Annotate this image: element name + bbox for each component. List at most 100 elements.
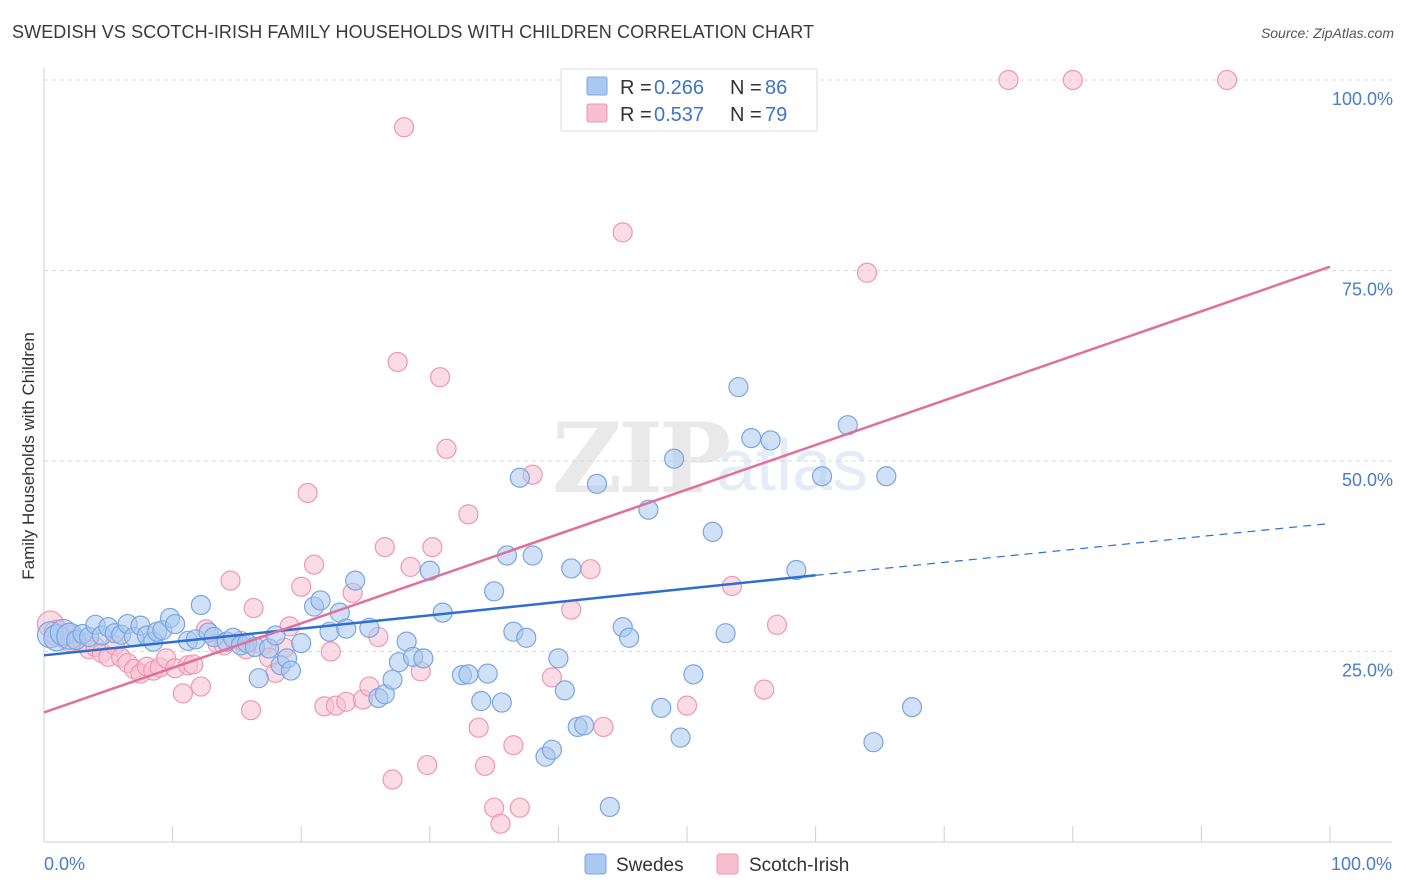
bottom-legend-scotch-irish: Scotch-Irish xyxy=(749,855,849,876)
swedes-point-36 xyxy=(280,660,302,681)
swedes-point-67 xyxy=(548,648,569,669)
swedes-point-85 xyxy=(760,430,781,451)
scotch-irish-point-65 xyxy=(561,599,582,620)
swedes-point-58 xyxy=(484,581,505,602)
scotch-irish-point-60 xyxy=(490,813,511,834)
scotch-irish-point-57 xyxy=(468,717,489,738)
scotch-irish-point-58 xyxy=(474,755,496,776)
y-tick-labels: 25.0% 50.0% 75.0% 100.0% xyxy=(1332,89,1393,681)
scotch-irish-point-75 xyxy=(1062,69,1083,91)
scotch-irish-point-48 xyxy=(387,351,408,373)
watermark-atlas: atlas xyxy=(716,426,868,506)
swedes-point-57 xyxy=(477,663,498,684)
swedes-point-51 xyxy=(413,648,434,669)
legend-top: R = 0.266 N = 86 R = 0.537 N = 79 xyxy=(560,68,818,132)
swedes-point-39 xyxy=(310,590,331,611)
legend-scotch-n-label: N = xyxy=(730,104,762,126)
scotch-irish-point-50 xyxy=(400,556,421,578)
swedes-point-77 xyxy=(651,697,672,718)
swedes-point-78 xyxy=(664,448,685,469)
scotch-irish-point-28 xyxy=(240,700,262,721)
swedes-point-84 xyxy=(741,428,762,449)
legend-swedes-n-label: N = xyxy=(730,77,762,99)
swedes-point-56 xyxy=(471,690,492,712)
series-swedes-points xyxy=(36,376,923,818)
trend-line-scotch-irish xyxy=(43,265,1331,714)
swedes-point-66 xyxy=(541,739,563,760)
swedes-point-52 xyxy=(419,560,440,581)
swedes-point-75 xyxy=(619,627,640,648)
source-note: Source: ZipAtlas.com xyxy=(1260,25,1394,41)
scotch-irish-point-74 xyxy=(998,69,1019,91)
scotch-irish-point-37 xyxy=(303,554,325,575)
bottom-legend-swatch-swedes xyxy=(584,853,607,875)
scotch-irish-point-68 xyxy=(612,222,633,243)
scotch-irish-point-52 xyxy=(417,754,438,776)
swedes-point-42 xyxy=(336,618,357,639)
swedes-point-71 xyxy=(574,715,595,736)
swedes-point-62 xyxy=(509,467,530,488)
scotch-irish-point-29 xyxy=(243,597,264,619)
legend-scotch-r-value: 0.537 xyxy=(654,104,704,126)
swedes-point-37 xyxy=(291,633,312,654)
swedes-point-91 xyxy=(901,697,923,718)
bottom-legend-swedes: Swedes xyxy=(616,855,684,876)
swedes-point-86 xyxy=(786,559,807,581)
trend-lines xyxy=(43,265,1331,714)
scotch-irish-point-71 xyxy=(754,679,775,700)
scotch-irish-point-56 xyxy=(458,504,479,525)
legend-bottom: Swedes Scotch-Irish xyxy=(584,853,849,876)
scotch-irish-point-54 xyxy=(429,367,451,388)
legend-swatch-swedes xyxy=(586,76,608,96)
swedes-point-82 xyxy=(715,623,736,644)
swedes-point-31 xyxy=(248,668,269,689)
bottom-legend-swatch-scotch-irish xyxy=(716,853,739,875)
y-tick-label-75: 75.0% xyxy=(1342,280,1393,300)
x-tick-label-min: 0.0% xyxy=(44,854,85,874)
y-tick-label-100: 100.0% xyxy=(1332,89,1393,109)
scotch-irish-point-46 xyxy=(374,537,395,558)
swedes-point-79 xyxy=(670,727,691,748)
scotch-irish-point-73 xyxy=(856,262,878,283)
swedes-point-69 xyxy=(561,558,582,579)
swedes-point-83 xyxy=(728,376,749,398)
swedes-point-64 xyxy=(522,545,543,566)
scotch-irish-point-21 xyxy=(190,676,211,697)
y-tick-label-25: 25.0% xyxy=(1342,661,1393,681)
swedes-point-90 xyxy=(876,466,897,487)
scotch-irish-point-49 xyxy=(393,117,415,138)
legend-scotch-n-value: 79 xyxy=(765,104,787,126)
scotch-irish-point-53 xyxy=(422,537,443,558)
swedes-point-63 xyxy=(516,627,537,648)
swedes-point-20 xyxy=(165,613,186,635)
swedes-point-68 xyxy=(554,680,575,701)
x-tick-label-max: 100.0% xyxy=(1331,854,1392,874)
scotch-irish-point-62 xyxy=(509,797,530,818)
scotch-irish-point-55 xyxy=(436,438,457,459)
scotch-irish-point-35 xyxy=(291,576,312,597)
swedes-point-23 xyxy=(190,594,211,616)
scotch-irish-point-25 xyxy=(220,570,241,591)
swedes-point-73 xyxy=(599,796,620,818)
scotch-irish-point-69 xyxy=(676,695,698,716)
scotch-irish-point-18 xyxy=(172,683,193,704)
scotch-irish-point-76 xyxy=(1217,69,1238,91)
swedes-point-43 xyxy=(345,570,366,591)
scotch-irish-point-67 xyxy=(593,716,614,738)
legend-swedes-r-label: R = xyxy=(620,77,652,99)
swedes-point-87 xyxy=(811,466,833,487)
scotch-irish-point-70 xyxy=(721,575,743,597)
legend-swedes-r-value: 0.266 xyxy=(654,77,704,99)
chart-title: SWEDISH VS SCOTCH-IRISH FAMILY HOUSEHOLD… xyxy=(12,22,815,42)
swedes-point-59 xyxy=(491,692,512,713)
scotch-irish-point-66 xyxy=(580,559,601,580)
swedes-point-89 xyxy=(863,732,884,753)
swedes-point-81 xyxy=(702,521,723,542)
trend-line-swedes-extension xyxy=(815,522,1331,576)
legend-swatch-scotch-irish xyxy=(586,103,608,123)
trend-line-swedes xyxy=(43,574,816,657)
watermark-zip: ZIP xyxy=(552,402,729,515)
legend-scotch-r-label: R = xyxy=(620,104,652,126)
scotch-irish-point-72 xyxy=(766,614,788,635)
